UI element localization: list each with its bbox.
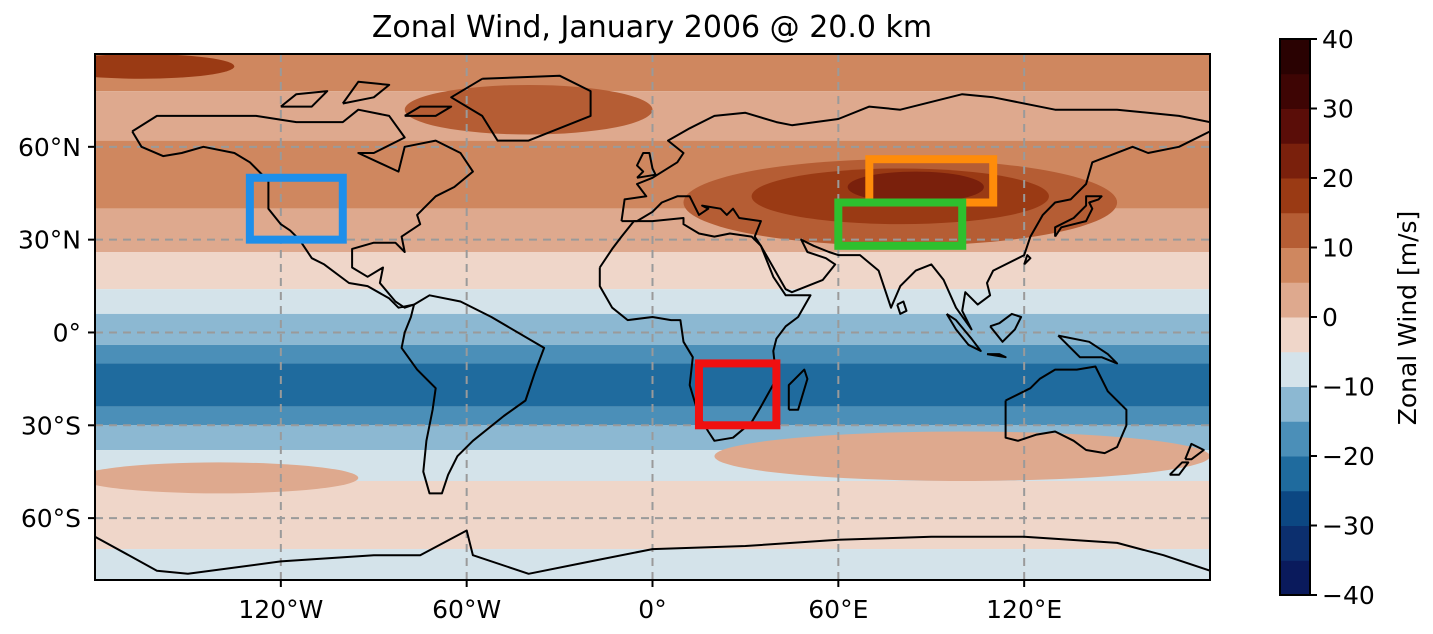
- coastline-15: [280, 90, 329, 108]
- coastline-9: [945, 313, 982, 352]
- lon-label-2: 0°: [638, 595, 666, 624]
- coastline-17: [1184, 442, 1205, 461]
- colorbar-bin-2: [1280, 490, 1310, 526]
- jet-contour-5: [95, 462, 359, 494]
- colorbar-bin-1: [1280, 525, 1310, 561]
- colorbar-bin-10: [1280, 212, 1310, 248]
- red-box: [694, 359, 781, 430]
- colorbar-bin-3: [1280, 456, 1310, 492]
- coastline-5: [787, 368, 809, 411]
- jet-contour-2: [847, 171, 984, 203]
- colorbar-tick-label-2: −20: [1322, 442, 1375, 471]
- colorbar-tick-label-3: −10: [1322, 373, 1375, 402]
- wind-band-8: [95, 363, 1210, 407]
- longitude-labels: 120°W 60°W 0° 60°E 120°E: [238, 580, 1062, 624]
- colorbar-bin-4: [1280, 421, 1310, 457]
- lat-label-4: 60°S: [21, 504, 81, 533]
- colorbar-bin-6: [1280, 351, 1310, 387]
- coastline-18: [1168, 461, 1190, 476]
- jet-contour-4: [714, 431, 1210, 481]
- colorbar-tick-label-8: 40: [1322, 25, 1354, 54]
- coastline-0: [131, 108, 474, 309]
- coastline-12: [1057, 334, 1119, 365]
- latitude-labels: 60°N 30°N 0° 30°S 60°S: [18, 133, 95, 533]
- blue-box: [245, 173, 347, 244]
- coastline-19: [1023, 254, 1032, 266]
- coastline-3: [620, 93, 1210, 331]
- colorbar: −40 −30 −20 −10 0 10 20 30 40: [1279, 25, 1375, 610]
- coastline-11: [989, 312, 1023, 343]
- lon-label-0: 120°W: [238, 595, 323, 624]
- colorbar-bin-9: [1280, 247, 1310, 283]
- colorbar-bin-0: [1280, 560, 1310, 596]
- colorbar-tick-label-1: −30: [1322, 512, 1375, 541]
- colorbar-bin-5: [1280, 386, 1310, 422]
- coastline-4: [598, 217, 812, 442]
- coastline-16: [341, 80, 391, 105]
- lat-label-3: 30°S: [21, 411, 81, 440]
- lat-label-0: 60°N: [18, 133, 81, 162]
- coastline-7: [636, 152, 657, 179]
- colorbar-tick-label-6: 20: [1322, 164, 1354, 193]
- coastline-20: [896, 300, 908, 315]
- coastline-13: [95, 529, 1210, 575]
- colorbar-tick-label-4: 0: [1322, 303, 1338, 332]
- colorbar-bin-13: [1280, 108, 1310, 144]
- green-box: [834, 198, 967, 250]
- lon-label-1: 60°W: [432, 595, 501, 624]
- coastline-10: [986, 353, 1007, 359]
- jet-contour-6: [95, 54, 235, 79]
- colorbar-tick-label-7: 30: [1322, 95, 1354, 124]
- coastline-14: [404, 105, 453, 117]
- coastline-2: [400, 294, 546, 495]
- jet-contour-3: [404, 84, 653, 135]
- coastline-6: [1004, 365, 1128, 455]
- colorbar-bin-15: [1280, 39, 1310, 75]
- coastline-1: [450, 74, 592, 142]
- colorbar-bin-14: [1280, 73, 1310, 109]
- chart-title: Zonal Wind, January 2006 @ 20.0 km: [372, 10, 932, 45]
- lat-label-2: 0°: [53, 318, 81, 347]
- lat-label-1: 30°N: [18, 226, 81, 255]
- lon-label-3: 60°E: [808, 595, 868, 624]
- colorbar-label: Zonal Wind [m/s]: [1393, 211, 1422, 426]
- lon-label-4: 120°E: [986, 595, 1062, 624]
- colorbar-bin-7: [1280, 317, 1310, 353]
- map-area: [95, 54, 1210, 580]
- colorbar-tick-label-5: 10: [1322, 234, 1354, 263]
- colorbar-bin-11: [1280, 178, 1310, 214]
- coastline-8: [1054, 195, 1103, 238]
- colorbar-tick-label-0: −40: [1322, 581, 1375, 610]
- wind-band-9: [95, 406, 1210, 426]
- colorbar-bin-8: [1280, 282, 1310, 318]
- colorbar-bin-12: [1280, 143, 1310, 179]
